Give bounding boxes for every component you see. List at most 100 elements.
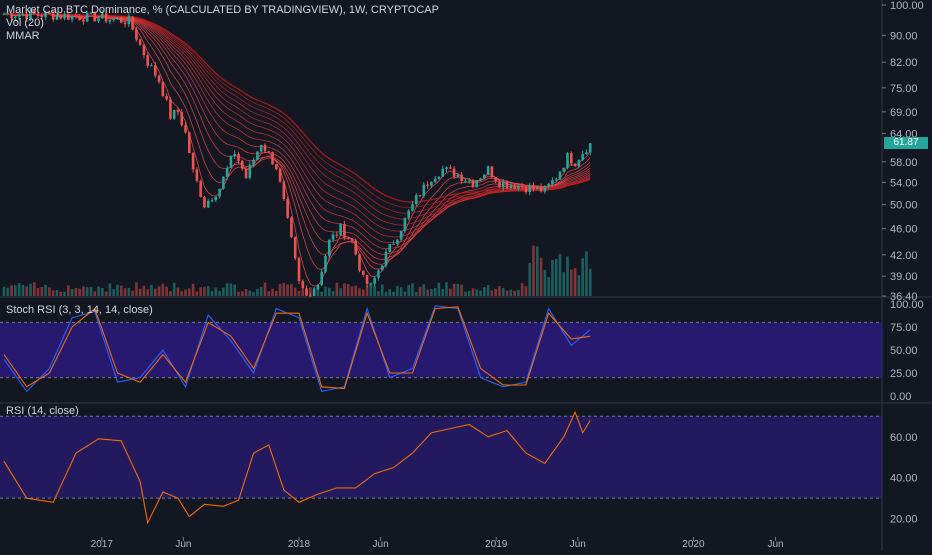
candle-body bbox=[59, 15, 63, 19]
candle-body bbox=[51, 13, 55, 20]
volume-bar bbox=[203, 286, 206, 296]
volume-bar bbox=[138, 288, 142, 296]
candle-body bbox=[161, 81, 165, 96]
chart-title: Market Cap BTC Dominance, % (CALCULATED … bbox=[6, 4, 439, 16]
candle-body bbox=[494, 177, 497, 182]
candle-body bbox=[543, 186, 547, 192]
candle-body bbox=[517, 186, 520, 190]
candle-body bbox=[150, 65, 153, 67]
volume-bar bbox=[562, 272, 566, 296]
volume-bar bbox=[570, 269, 573, 296]
candle-body bbox=[316, 285, 320, 290]
candle-body bbox=[78, 16, 81, 21]
volume-bar bbox=[346, 284, 350, 296]
stoch-tick-label: 75.00 bbox=[890, 322, 918, 334]
candle-body bbox=[558, 171, 562, 180]
last-price-badge: 61.87 bbox=[884, 137, 928, 149]
rsi-pane[interactable] bbox=[0, 410, 882, 525]
volume-bar bbox=[331, 291, 335, 296]
price-tick-label: 82.00 bbox=[890, 57, 918, 69]
candle-body bbox=[104, 13, 108, 22]
price-candles[interactable] bbox=[2, 7, 592, 297]
candle-body bbox=[169, 99, 172, 119]
rsi-series-line bbox=[3, 410, 591, 525]
volume-bar bbox=[588, 268, 592, 296]
volume-bar bbox=[358, 288, 361, 296]
candle-body bbox=[256, 151, 259, 160]
volume-bar bbox=[517, 290, 520, 296]
candle-body bbox=[199, 180, 202, 197]
candle-body bbox=[218, 188, 221, 197]
candle-body bbox=[275, 164, 278, 170]
candle-body bbox=[263, 145, 267, 152]
candle-body bbox=[290, 217, 293, 238]
volume-bar bbox=[528, 262, 532, 296]
volume-bar bbox=[237, 291, 240, 296]
candle-body bbox=[93, 12, 97, 22]
candle-body bbox=[335, 234, 339, 236]
rsi-tick-label: 40.00 bbox=[890, 473, 918, 485]
volume-bar bbox=[316, 287, 320, 296]
volume-bar bbox=[123, 288, 127, 296]
candle-body bbox=[286, 199, 289, 218]
price-tick-label: 54.00 bbox=[890, 177, 918, 189]
volume-bar bbox=[153, 288, 157, 296]
volume-label: Vol (20) bbox=[6, 17, 44, 29]
volume-bar bbox=[399, 287, 403, 296]
stoch-band-fill bbox=[0, 322, 882, 378]
candle-body bbox=[48, 12, 51, 14]
candle-body bbox=[82, 20, 85, 22]
volume-bar bbox=[286, 284, 289, 296]
volume-bar bbox=[206, 286, 210, 296]
price-tick-label: 42.00 bbox=[890, 250, 918, 262]
volume-bars bbox=[2, 245, 592, 296]
price-tick-label: 69.00 bbox=[890, 107, 918, 119]
volume-bar bbox=[101, 287, 104, 296]
volume-bar bbox=[513, 290, 516, 296]
stoch-tick-label: 0.00 bbox=[890, 391, 911, 403]
volume-bar bbox=[108, 283, 112, 296]
candle-body bbox=[66, 14, 70, 20]
candle-body bbox=[282, 181, 286, 200]
volume-bar bbox=[78, 288, 81, 296]
volume-bar bbox=[486, 285, 490, 296]
candle-body bbox=[320, 271, 324, 286]
volume-bar bbox=[441, 288, 445, 296]
volume-bar bbox=[414, 291, 418, 296]
volume-bar bbox=[343, 283, 346, 296]
candle-body bbox=[180, 112, 184, 126]
volume-bar bbox=[146, 289, 150, 296]
candle-body bbox=[85, 12, 89, 22]
volume-bar bbox=[460, 284, 463, 296]
candle-body bbox=[127, 16, 131, 25]
volume-bar bbox=[380, 284, 384, 296]
volume-bar bbox=[104, 291, 108, 296]
candle-body bbox=[551, 180, 554, 184]
candle-body bbox=[21, 14, 25, 16]
volume-bar bbox=[448, 288, 452, 296]
volume-bar bbox=[335, 282, 339, 296]
candle-body bbox=[448, 167, 452, 169]
volume-bar bbox=[498, 285, 501, 296]
candle-body bbox=[210, 200, 214, 202]
candle-body bbox=[116, 18, 119, 20]
volume-bar bbox=[411, 283, 414, 296]
stoch-rsi-pane[interactable] bbox=[0, 305, 882, 393]
candle-body bbox=[399, 230, 403, 240]
volume-bar bbox=[40, 286, 44, 296]
time-tick-label: Jun bbox=[570, 539, 586, 550]
candle-body bbox=[513, 185, 516, 190]
candle-body bbox=[10, 13, 13, 18]
stoch-series-D bbox=[3, 306, 591, 390]
candle-body bbox=[229, 156, 233, 168]
time-tick-label: 2020 bbox=[682, 539, 705, 550]
volume-bar bbox=[350, 286, 354, 296]
volume-bar bbox=[551, 259, 554, 296]
candle-body bbox=[396, 239, 399, 244]
volume-bar bbox=[59, 291, 63, 296]
volume-bar bbox=[278, 283, 282, 296]
volume-bar bbox=[14, 285, 17, 296]
volume-bar bbox=[505, 290, 509, 296]
volume-bar bbox=[396, 285, 399, 296]
